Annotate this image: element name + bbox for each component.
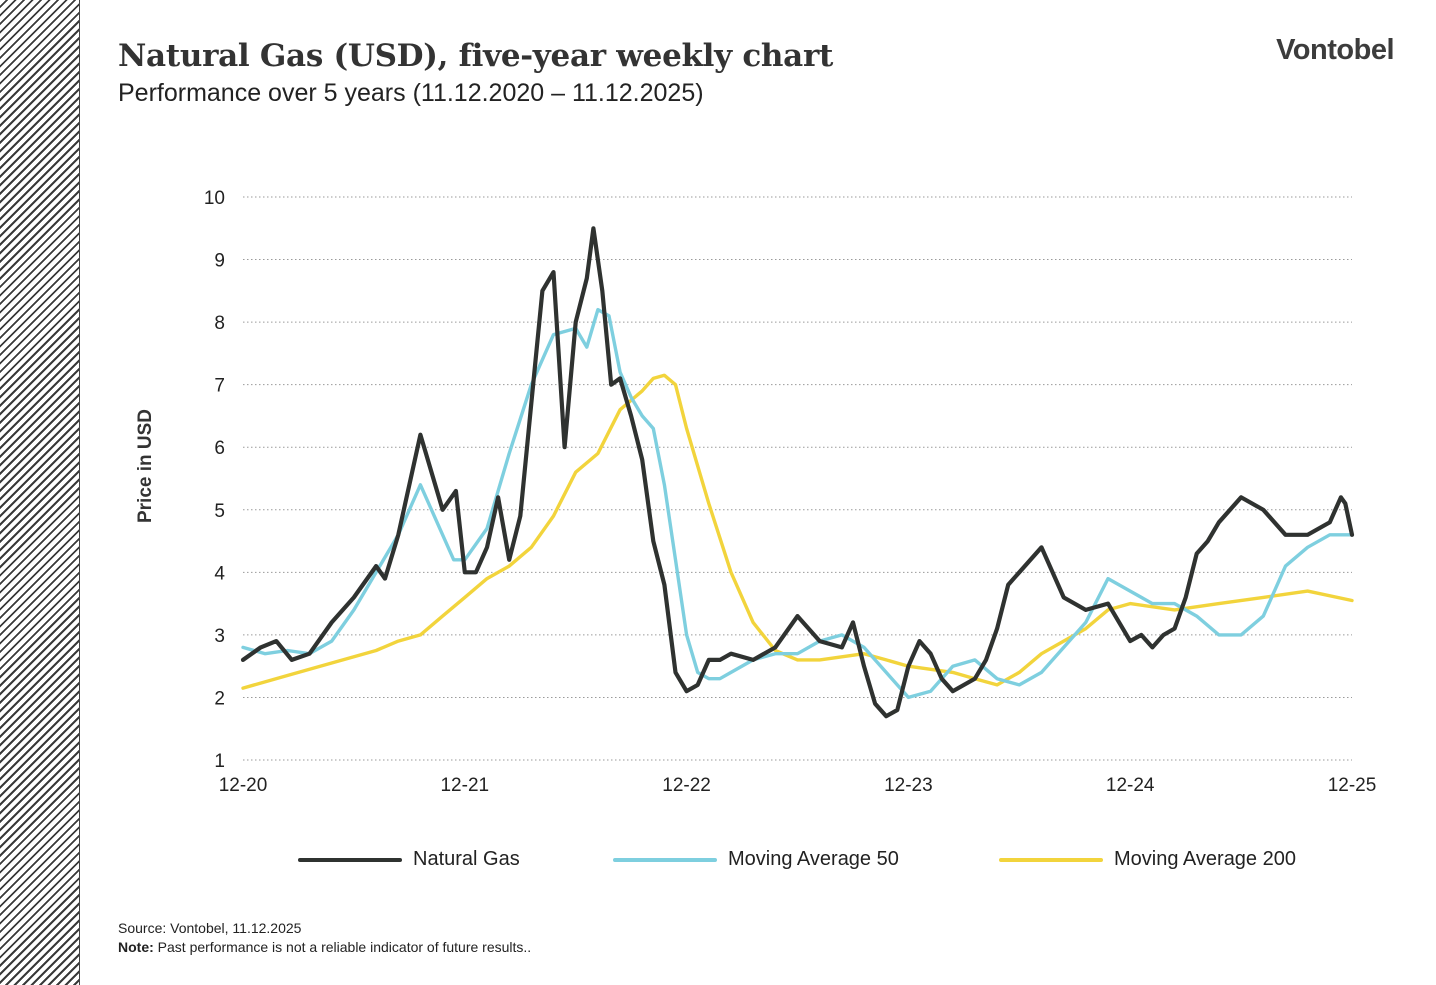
legend-item-natural-gas: Natural Gas	[298, 848, 520, 871]
legend-label-ma50: Moving Average 50	[728, 848, 899, 870]
x-tick-label: 12-22	[662, 775, 711, 796]
series-line-moving-average-50	[241, 307, 1354, 700]
legend-label-ma200: Moving Average 200	[1114, 848, 1296, 870]
legend-swatch-ma200	[999, 857, 1103, 862]
chart-subtitle: Performance over 5 years (11.12.2020 – 1…	[118, 79, 704, 107]
legend-swatch-ma50	[613, 857, 717, 862]
legend-item-ma50: Moving Average 50	[613, 848, 899, 871]
y-tick-label: 3	[214, 626, 225, 647]
brand-logo: Vontobel	[1276, 34, 1394, 66]
chart-footer: Source: Vontobel, 11.12.2025 Note: Past …	[118, 919, 531, 957]
side-band-border	[79, 0, 80, 985]
note-label: Note:	[118, 939, 154, 955]
disclaimer: Note: Past performance is not a reliable…	[118, 938, 531, 957]
x-tick-label: 12-23	[884, 775, 933, 796]
legend-label-natural-gas: Natural Gas	[413, 848, 520, 870]
chart-title: Natural Gas (USD), five-year weekly char…	[118, 38, 834, 74]
y-tick-label: 7	[214, 376, 225, 397]
y-tick-label: 9	[214, 251, 225, 272]
y-tick-label: 6	[214, 438, 225, 459]
y-tick-label: 10	[204, 188, 225, 209]
source-note: Source: Vontobel, 11.12.2025	[118, 920, 302, 936]
series-line-natural-gas	[240, 226, 1355, 719]
gridlines	[243, 196, 1352, 761]
x-tick-label: 12-25	[1328, 775, 1377, 796]
x-axis: 12-20 12-21 12-22 12-23 12-24 12-25	[219, 775, 1377, 796]
y-tick-label: 4	[214, 563, 225, 584]
series-lines	[240, 226, 1355, 719]
legend-item-ma200: Moving Average 200	[999, 848, 1296, 871]
y-tick-label: 8	[214, 313, 225, 334]
y-tick-label: 5	[214, 501, 225, 522]
x-tick-label: 12-21	[440, 775, 489, 796]
x-tick-label: 12-20	[219, 775, 268, 796]
y-axis-label: Price in USD	[135, 409, 156, 523]
x-tick-label: 12-24	[1106, 775, 1155, 796]
note-text: Past performance is not a reliable indic…	[157, 939, 532, 955]
y-tick-label: 1	[214, 751, 225, 772]
y-tick-label: 2	[214, 688, 225, 709]
hatched-side-band	[0, 0, 79, 985]
legend-swatch-natural-gas	[298, 857, 402, 862]
chart-legend: Natural Gas Moving Average 50 Moving Ave…	[0, 848, 1436, 878]
series-line-moving-average-200	[241, 373, 1354, 690]
y-axis: 1 2 3 4 5 6 7 8 9 10	[204, 188, 226, 772]
